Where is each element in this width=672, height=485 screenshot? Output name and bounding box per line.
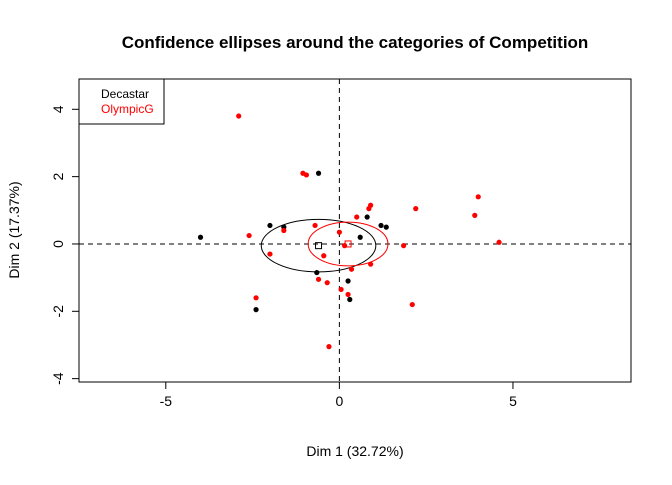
data-point — [324, 280, 330, 286]
data-point — [338, 286, 344, 293]
data-point — [475, 194, 481, 200]
legend-label: OlympicG — [101, 102, 154, 116]
data-point — [496, 239, 502, 245]
y-tick-label: 0 — [50, 240, 66, 248]
data-point — [253, 295, 259, 301]
data-point — [368, 261, 374, 267]
data-point — [347, 296, 353, 303]
chart-title: Confidence ellipses around the categorie… — [122, 33, 589, 52]
y-tick-label: 2 — [50, 173, 66, 181]
data-point — [401, 243, 407, 249]
data-point — [267, 251, 273, 257]
legend-label: Decastar — [101, 87, 149, 101]
data-point — [409, 301, 415, 308]
y-tick-label: 4 — [50, 105, 66, 113]
data-point — [364, 214, 370, 220]
data-point — [321, 253, 327, 259]
data-point — [303, 172, 309, 178]
data-point — [348, 266, 355, 272]
y-tick-label: -2 — [50, 305, 66, 318]
data-point — [341, 243, 348, 249]
data-point — [312, 222, 318, 229]
x-tick-label: 5 — [509, 393, 517, 409]
x-tick-label: -5 — [160, 393, 173, 409]
y-tick-label: -4 — [50, 372, 66, 385]
data-point — [197, 234, 204, 240]
reference-lines — [79, 79, 631, 382]
x-axis-label: Dim 1 (32.72%) — [306, 443, 403, 459]
data-point — [315, 170, 322, 176]
data-point — [345, 278, 351, 284]
data-point — [236, 113, 242, 119]
data-point — [314, 269, 320, 276]
data-points — [197, 113, 502, 350]
confidence-ellipse — [260, 218, 377, 273]
data-point — [354, 214, 360, 220]
data-point — [378, 222, 384, 229]
data-point — [413, 206, 419, 212]
data-point — [368, 202, 374, 208]
data-point — [345, 291, 351, 298]
data-point — [357, 234, 363, 240]
axes-group: -5 0 5 -4 -2 0 2 4 — [50, 105, 517, 409]
data-point — [336, 229, 342, 235]
data-point — [281, 227, 287, 234]
y-axis-label: Dim 2 (17.37%) — [6, 181, 22, 278]
data-point — [246, 232, 252, 239]
legend-box — [78, 78, 165, 125]
data-point — [315, 276, 322, 282]
data-point — [472, 212, 478, 218]
x-tick-label: 0 — [335, 393, 343, 409]
confidence-ellipse — [307, 221, 389, 267]
data-point — [326, 344, 332, 350]
data-point — [253, 307, 259, 313]
data-point — [267, 222, 273, 229]
category-center-marker — [315, 242, 323, 250]
data-point — [383, 224, 389, 230]
